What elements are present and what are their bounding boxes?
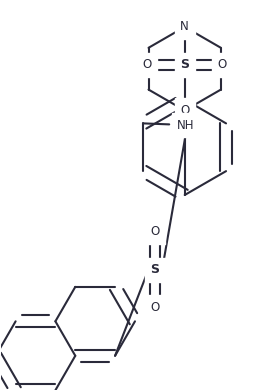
Text: O: O: [150, 225, 160, 238]
Text: N: N: [180, 20, 189, 33]
Text: O: O: [142, 58, 152, 71]
Text: S: S: [150, 263, 159, 276]
Text: O: O: [180, 104, 189, 117]
Text: O: O: [150, 301, 160, 314]
Text: S: S: [180, 58, 189, 71]
Text: O: O: [218, 58, 227, 71]
Text: NH: NH: [177, 119, 195, 132]
